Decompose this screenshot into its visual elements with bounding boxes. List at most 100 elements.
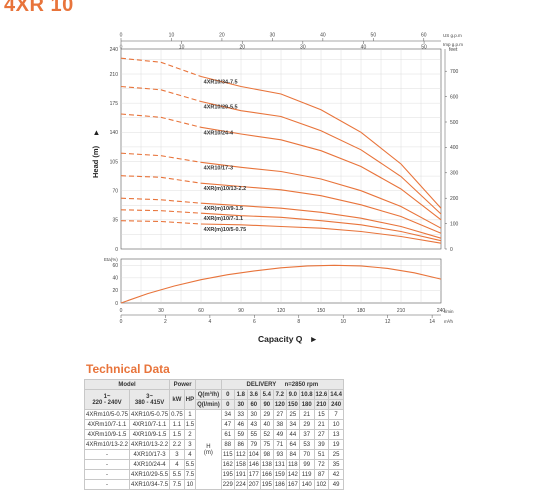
- kw-cell: 1.5: [169, 429, 185, 440]
- delivery-header: DELIVERY n=2850 rpm: [220, 379, 344, 390]
- model-single-cell: 4XRm10/13-2.2: [83, 439, 131, 450]
- head-value-cell: 99: [298, 459, 315, 470]
- head-value-cell: 21: [298, 409, 315, 420]
- head-axis-label: Head (m): [91, 145, 100, 178]
- head-value-cell: 40: [259, 419, 274, 430]
- head-value-cell: 131: [272, 459, 287, 470]
- head-value-cell: 229: [220, 479, 235, 490]
- lmin-tick-label: 240: [437, 308, 446, 314]
- y-tick-label: 210: [110, 72, 119, 78]
- head-value-cell: 15: [313, 409, 330, 420]
- q-lmin-cell: 120: [272, 399, 287, 410]
- q-m3h-header: Q(m³/h): [195, 389, 222, 400]
- y-tick-label: 140: [110, 130, 119, 136]
- head-value-cell: 25: [285, 409, 300, 420]
- hp-cell: 7.5: [183, 469, 197, 480]
- table-header-row-2: 1~ 220 - 240V 3~ 380 - 415V kW HP Q(m³/h…: [83, 389, 344, 410]
- kw-cell: 1.1: [169, 419, 185, 430]
- head-value-cell: 138: [259, 459, 274, 470]
- head-value-cell: 7: [328, 409, 344, 420]
- curve-label: 4XR10/24-4: [204, 130, 234, 136]
- feet-tick-label: 0: [450, 247, 453, 253]
- kw-cell: 7.5: [169, 479, 185, 490]
- arrow-right-icon: ►: [304, 334, 318, 344]
- head-value-cell: 21: [313, 419, 330, 430]
- head-curve: [200, 161, 442, 229]
- us-gpm-tick-label: 60: [421, 33, 427, 39]
- head-value-cell: 47: [220, 419, 235, 430]
- feet-tick-label: 700: [450, 69, 459, 75]
- model-single-cell: -: [83, 469, 131, 480]
- model-three-cell: 4XR10/24-4: [129, 459, 171, 470]
- head-curve-dashed: [120, 220, 202, 225]
- head-value-cell: 61: [220, 429, 235, 440]
- us-gpm-tick-label: 30: [270, 33, 276, 39]
- lmin-tick-label: 0: [120, 308, 123, 314]
- q-m3h-cell: 5.4: [259, 389, 274, 400]
- m3h-tick-label: 10: [340, 319, 346, 325]
- q-m3h-cell: 14.4: [328, 389, 344, 400]
- q-m3h-cell: 7.2: [272, 389, 287, 400]
- head-value-cell: 86: [233, 439, 248, 450]
- head-value-cell: 70: [298, 449, 315, 460]
- head-curve: [200, 223, 442, 244]
- power-header: Power: [169, 379, 197, 390]
- three-phase-header: 3~ 380 - 415V: [129, 389, 171, 410]
- head-value-cell: 142: [285, 469, 300, 480]
- head-value-cell: 159: [272, 469, 287, 480]
- technical-data-title: Technical Data: [86, 362, 170, 376]
- us-gpm-tick-label: 50: [371, 33, 377, 39]
- head-value-cell: 53: [298, 439, 315, 450]
- imp-gpm-tick-label: 0: [120, 45, 123, 51]
- head-curve-dashed: [120, 85, 202, 103]
- hp-cell: 3: [183, 439, 197, 450]
- head-value-cell: 13: [328, 429, 344, 440]
- eff-axis-label: Eta(%): [104, 257, 118, 262]
- head-value-cell: 79: [246, 439, 261, 450]
- y-tick-label: 35: [112, 218, 118, 224]
- head-value-cell: 10: [328, 419, 344, 430]
- feet-tick-label: 200: [450, 196, 459, 202]
- lmin-tick-label: 90: [238, 308, 244, 314]
- hp-cell: 1: [183, 409, 197, 420]
- eff-tick-label: 40: [112, 276, 118, 282]
- head-value-cell: 37: [298, 429, 315, 440]
- us-gpm-tick-label: 0: [120, 33, 123, 39]
- imp-gpm-tick-label: 50: [421, 45, 427, 51]
- capacity-axis-label: Capacity Q ►: [258, 334, 318, 344]
- capacity-axis-text: Capacity Q: [258, 334, 303, 344]
- head-value-cell: 39: [313, 439, 330, 450]
- head-value-cell: 51: [313, 449, 330, 460]
- curve-label: 4XR(m)10/7-1.1: [204, 216, 243, 222]
- head-value-cell: 115: [220, 449, 235, 460]
- model-single-cell: 4XRm10/9-1.5: [83, 429, 131, 440]
- q-m3h-cell: 10.8: [298, 389, 315, 400]
- us-gpm-tick-label: 40: [320, 33, 326, 39]
- head-value-cell: 112: [233, 449, 248, 460]
- delivery-label: DELIVERY: [246, 381, 277, 388]
- imp-gpm-label: Imp g.p.m: [443, 42, 463, 47]
- head-value-cell: 98: [259, 449, 274, 460]
- head-value-cell: 29: [298, 419, 315, 430]
- q-lmin-cell: 30: [233, 399, 248, 410]
- head-value-cell: 88: [220, 439, 235, 450]
- q-m3h-cell: 3.6: [246, 389, 261, 400]
- head-value-cell: 59: [233, 429, 248, 440]
- head-curve-dashed: [120, 57, 202, 78]
- q-lmin-cell: 90: [259, 399, 274, 410]
- us-gpm-label: US g.p.m: [443, 33, 462, 38]
- imp-gpm-tick-label: 40: [361, 45, 367, 51]
- table-header-row-1: Model Power DELIVERY n=2850 rpm: [83, 379, 344, 390]
- hp-cell: 5.5: [183, 459, 197, 470]
- feet-tick-label: 100: [450, 221, 459, 227]
- model-three-cell: 4XR10/5-0.75: [129, 409, 171, 420]
- y-tick-label: 0: [115, 247, 118, 253]
- q-m3h-cell: 12.6: [313, 389, 330, 400]
- hp-cell: 2: [183, 429, 197, 440]
- m3h-tick-label: 6: [253, 319, 256, 325]
- feet-tick-label: 300: [450, 171, 459, 177]
- kw-cell: 5.5: [169, 469, 185, 480]
- curve-label: 4XR10/29-5.5: [204, 105, 238, 111]
- hp-header: HP: [183, 389, 197, 410]
- m3h-tick-label: 8: [297, 319, 300, 325]
